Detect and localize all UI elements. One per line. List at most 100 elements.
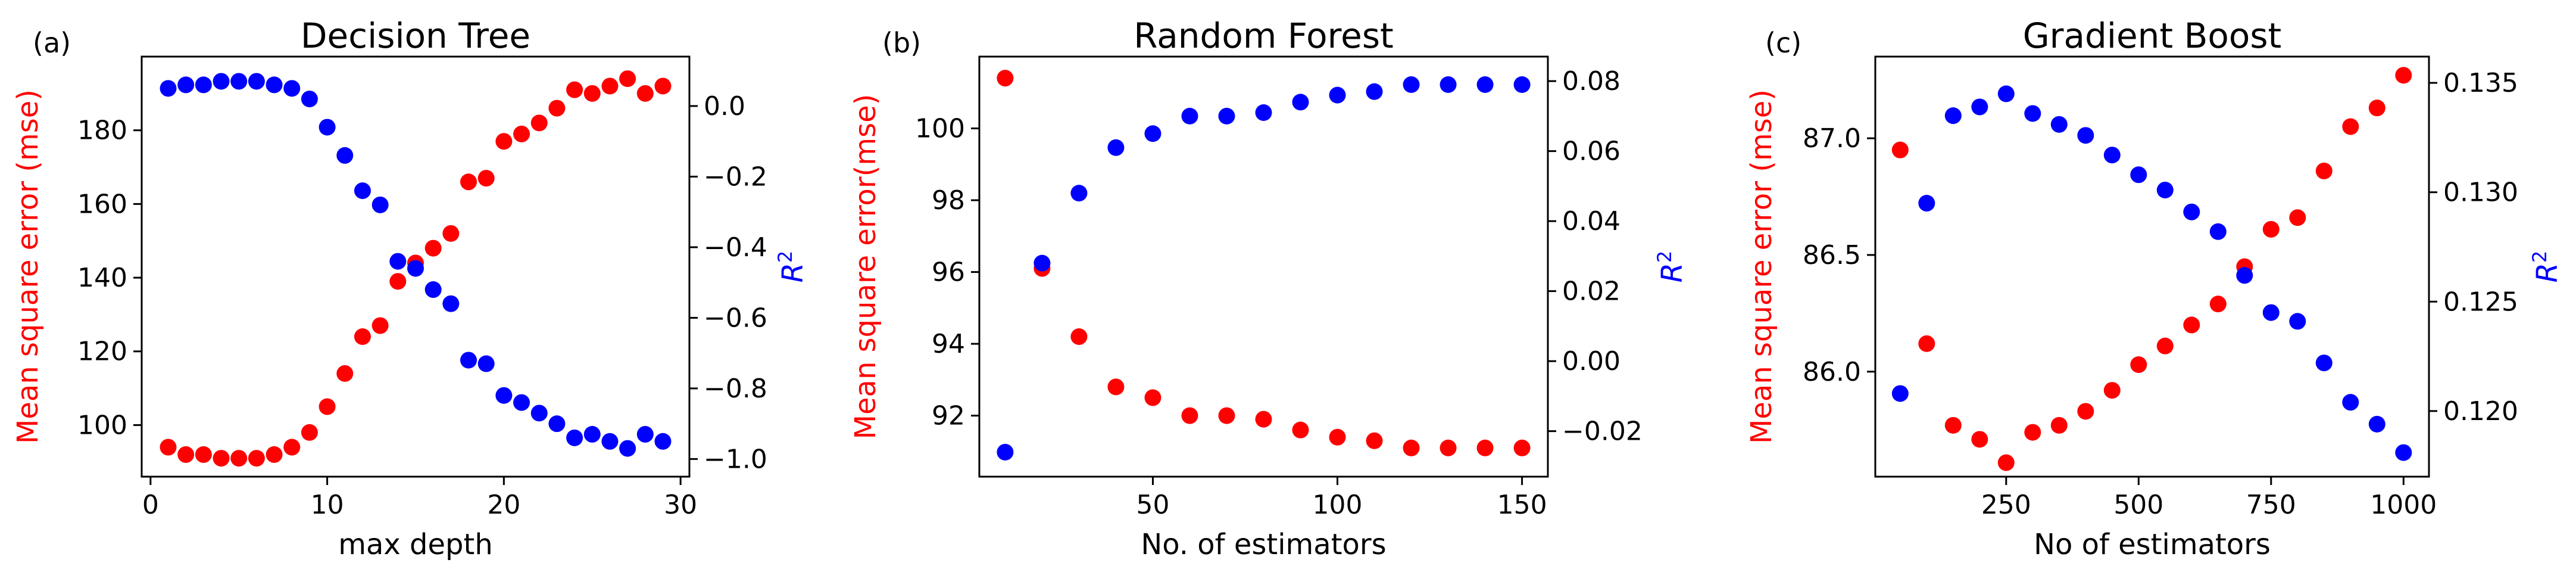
r2-point xyxy=(371,196,389,213)
y-right-axis-label: R2 xyxy=(1653,251,1689,283)
r2-point xyxy=(1144,125,1161,142)
chart-panel-gradient-boost: (c) Gradient Boost 250 500 750 1000 86.0 86.5 87… xyxy=(1745,15,2564,561)
mse-point xyxy=(2130,356,2147,373)
x-tick-label: 30 xyxy=(664,490,697,520)
x-axis-label: No of estimators xyxy=(2034,528,2271,561)
chart-panel-decision-tree: (a) Decision Tree 0 10 20 30 100 120 140 160 180 −1… xyxy=(11,15,810,561)
y-tick-label: 86.5 xyxy=(1803,240,1861,271)
mse-point xyxy=(1329,428,1346,446)
r2-point xyxy=(2156,181,2174,198)
mse-point xyxy=(213,450,230,467)
r-superscript: 2 xyxy=(1653,251,1676,263)
panel-label: (a) xyxy=(33,27,71,59)
r2-point xyxy=(2209,223,2227,240)
r2-point xyxy=(407,260,424,277)
r-symbol: R xyxy=(2531,263,2564,282)
r2-point xyxy=(2342,394,2359,411)
mse-point xyxy=(336,365,354,382)
r2-point xyxy=(177,76,195,94)
r2-point xyxy=(195,76,212,94)
r2-point xyxy=(1218,107,1235,125)
r2-point xyxy=(1070,185,1088,202)
mse-point xyxy=(1891,141,1909,158)
y-tick-label: 98 xyxy=(932,185,965,216)
r2-point xyxy=(460,352,477,369)
y-axis-label: Mean square error (mse) xyxy=(11,89,45,444)
mse-point xyxy=(2368,100,2385,117)
mse-point xyxy=(424,240,442,257)
r2-point xyxy=(2262,304,2280,321)
mse-point xyxy=(460,173,477,191)
mse-point xyxy=(319,398,336,415)
mse-point xyxy=(2156,337,2174,355)
mse-point xyxy=(2342,118,2359,135)
r2-point xyxy=(1366,83,1383,100)
r2-point xyxy=(1181,107,1198,125)
mse-point xyxy=(2103,382,2121,399)
mse-point xyxy=(1292,421,1309,439)
r2-point xyxy=(601,433,619,450)
x-axis-label: max depth xyxy=(338,528,493,561)
mse-point xyxy=(177,446,195,463)
y-right-axis-label: R2 xyxy=(774,251,810,283)
r2-point xyxy=(1997,85,2015,102)
x-tick-label: 250 xyxy=(1981,490,2031,520)
y-right-tick-label: 0.00 xyxy=(1562,346,1620,377)
mse-point xyxy=(2183,316,2200,334)
r2-point xyxy=(319,119,336,136)
r2-point xyxy=(2077,127,2094,144)
panel-label: (c) xyxy=(1765,27,1801,59)
r2-point xyxy=(619,440,636,457)
r2-point xyxy=(1329,86,1346,104)
y-right-tick-label: 0.0 xyxy=(704,91,745,122)
mse-point xyxy=(283,439,301,456)
x-tick-label: 20 xyxy=(487,490,520,520)
mse-point xyxy=(230,450,248,467)
y-right-tick-label: 0.04 xyxy=(1562,206,1620,237)
x-tick-label: 10 xyxy=(311,490,344,520)
r2-point xyxy=(1255,104,1272,121)
r2-point xyxy=(2050,116,2068,133)
y-tick-label: 92 xyxy=(932,401,965,431)
r2-point xyxy=(2395,444,2412,461)
y-tick-label: 160 xyxy=(77,189,127,219)
mse-point xyxy=(1181,407,1198,424)
chart-title: Random Forest xyxy=(1134,15,1394,56)
mse-point xyxy=(195,446,212,463)
r2-point xyxy=(654,433,672,450)
r2-point xyxy=(442,295,460,312)
mse-point xyxy=(1403,439,1420,456)
r2-point xyxy=(583,425,601,443)
y-right-tick-label: −0.8 xyxy=(704,374,767,404)
y-tick-label: 94 xyxy=(932,329,965,359)
y-tick-label: 120 xyxy=(77,337,127,367)
r2-point xyxy=(495,387,513,404)
r2-point xyxy=(1944,107,1962,125)
r2-point xyxy=(283,80,301,97)
r2-point xyxy=(213,73,230,90)
r-symbol: R xyxy=(1656,263,1689,282)
chart-title: Gradient Boost xyxy=(2023,15,2282,56)
r2-point xyxy=(997,443,1014,461)
mse-point xyxy=(997,70,1014,87)
r2-point xyxy=(1513,76,1531,93)
r2-point xyxy=(389,253,407,270)
y-tick-label: 86.0 xyxy=(1803,357,1861,387)
y-right-tick-label: 0.125 xyxy=(2443,287,2518,317)
y-tick-label: 140 xyxy=(77,263,127,293)
r2-point xyxy=(1440,76,1457,93)
mse-point xyxy=(1476,439,1494,456)
r2-point xyxy=(1918,195,1935,212)
y-tick-label: 100 xyxy=(915,114,965,144)
y-tick-label: 96 xyxy=(932,257,965,288)
r2-point xyxy=(301,91,318,108)
r2-point xyxy=(230,73,248,90)
x-tick-label: 750 xyxy=(2246,490,2296,520)
r-superscript: 2 xyxy=(774,251,797,263)
r2-point xyxy=(2103,147,2121,164)
mse-series xyxy=(1891,67,2412,471)
r2-point xyxy=(636,425,654,443)
x-tick-label: 0 xyxy=(142,490,159,520)
r2-point xyxy=(548,415,566,433)
